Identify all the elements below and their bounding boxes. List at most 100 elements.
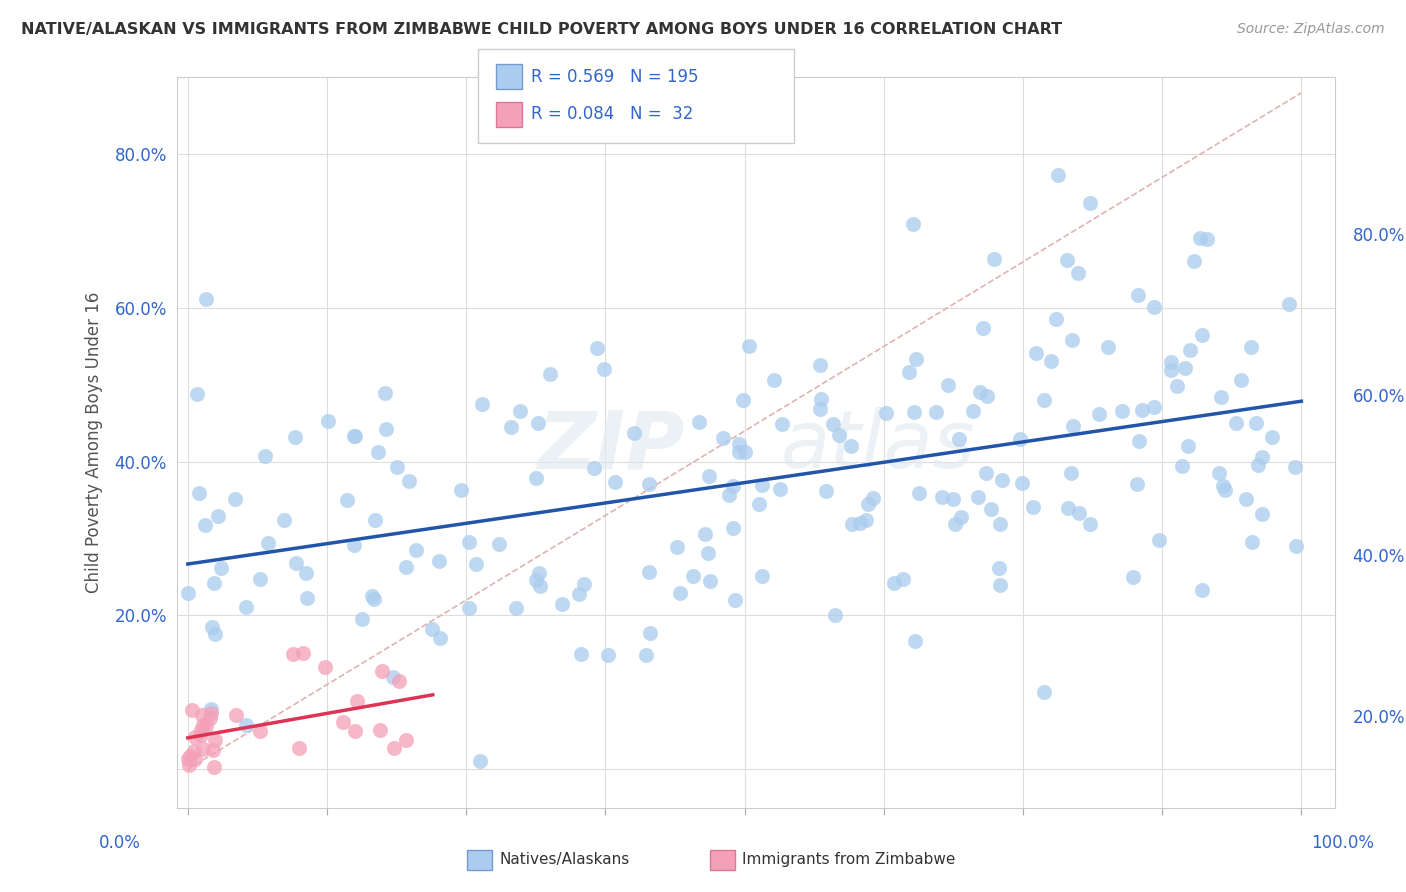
Point	[1178, 343, 1201, 357]
Point	[1056, 253, 1078, 268]
Point	[699, 574, 721, 589]
Text: 100.0%: 100.0%	[1312, 834, 1374, 852]
Point	[1246, 416, 1268, 430]
Point	[177, 752, 200, 766]
Point	[638, 476, 661, 491]
Point	[721, 521, 744, 535]
Point	[942, 492, 965, 507]
Point	[468, 755, 491, 769]
Point	[572, 577, 595, 591]
Point	[721, 478, 744, 492]
Point	[225, 708, 247, 723]
Point	[638, 565, 661, 579]
Point	[697, 469, 720, 483]
Point	[509, 404, 531, 418]
Point	[1284, 460, 1306, 475]
Point	[1032, 392, 1054, 407]
Point	[1225, 417, 1247, 431]
Y-axis label: Child Poverty Among Boys Under 16: Child Poverty Among Boys Under 16	[86, 292, 103, 593]
Point	[191, 718, 214, 732]
Point	[596, 648, 619, 662]
Point	[1122, 570, 1144, 584]
Point	[429, 632, 451, 646]
Point	[336, 492, 359, 507]
Point	[568, 587, 591, 601]
Point	[1166, 379, 1188, 393]
Point	[849, 516, 872, 531]
Point	[1213, 483, 1236, 497]
Text: R = 0.084   N =  32: R = 0.084 N = 32	[531, 105, 693, 123]
Point	[897, 365, 920, 379]
Point	[204, 732, 226, 747]
Point	[371, 664, 394, 678]
Point	[1177, 440, 1199, 454]
Point	[1278, 297, 1301, 311]
Point	[1047, 168, 1070, 182]
Point	[458, 535, 481, 549]
Point	[188, 486, 211, 500]
Point	[717, 488, 740, 502]
Point	[883, 576, 905, 591]
Point	[249, 723, 271, 738]
Point	[200, 702, 222, 716]
Point	[254, 449, 277, 463]
Point	[823, 417, 845, 431]
Point	[360, 589, 382, 603]
Point	[1212, 479, 1234, 493]
Point	[1126, 476, 1149, 491]
Point	[748, 497, 770, 511]
Point	[770, 417, 793, 432]
Point	[855, 513, 877, 527]
Point	[198, 711, 221, 725]
Point	[1240, 340, 1263, 354]
Point	[688, 415, 710, 429]
Point	[623, 425, 645, 440]
Point	[235, 718, 257, 732]
Point	[186, 387, 208, 401]
Point	[284, 430, 307, 444]
Point	[273, 513, 295, 527]
Point	[1078, 196, 1101, 211]
Point	[987, 561, 1010, 575]
Point	[524, 573, 547, 587]
Point	[839, 439, 862, 453]
Point	[179, 748, 201, 763]
Point	[295, 566, 318, 580]
Point	[1126, 287, 1149, 301]
Point	[202, 760, 225, 774]
Point	[427, 554, 450, 568]
Point	[190, 728, 212, 742]
Point	[1143, 400, 1166, 414]
Point	[420, 622, 443, 636]
Point	[381, 670, 404, 684]
Point	[1143, 300, 1166, 314]
Point	[731, 392, 754, 407]
Point	[191, 708, 214, 723]
Point	[1021, 500, 1043, 514]
Point	[728, 437, 751, 451]
Point	[1191, 327, 1213, 342]
Point	[202, 576, 225, 591]
Point	[969, 384, 991, 399]
Point	[571, 647, 593, 661]
Point	[207, 509, 229, 524]
Point	[1010, 432, 1032, 446]
Point	[201, 743, 224, 757]
Point	[1032, 685, 1054, 699]
Text: R = 0.569   N = 195: R = 0.569 N = 195	[531, 68, 699, 86]
Point	[697, 546, 720, 560]
Point	[538, 367, 561, 381]
Point	[195, 292, 218, 306]
Text: 0.0%: 0.0%	[98, 834, 141, 852]
Point	[711, 431, 734, 445]
Point	[471, 397, 494, 411]
Point	[374, 386, 396, 401]
Point	[1025, 346, 1047, 360]
Point	[891, 572, 914, 586]
Text: 40.0%: 40.0%	[1353, 549, 1405, 566]
Point	[1147, 533, 1170, 548]
Point	[1130, 403, 1153, 417]
Point	[209, 561, 232, 575]
Point	[640, 626, 662, 640]
Point	[343, 724, 366, 739]
